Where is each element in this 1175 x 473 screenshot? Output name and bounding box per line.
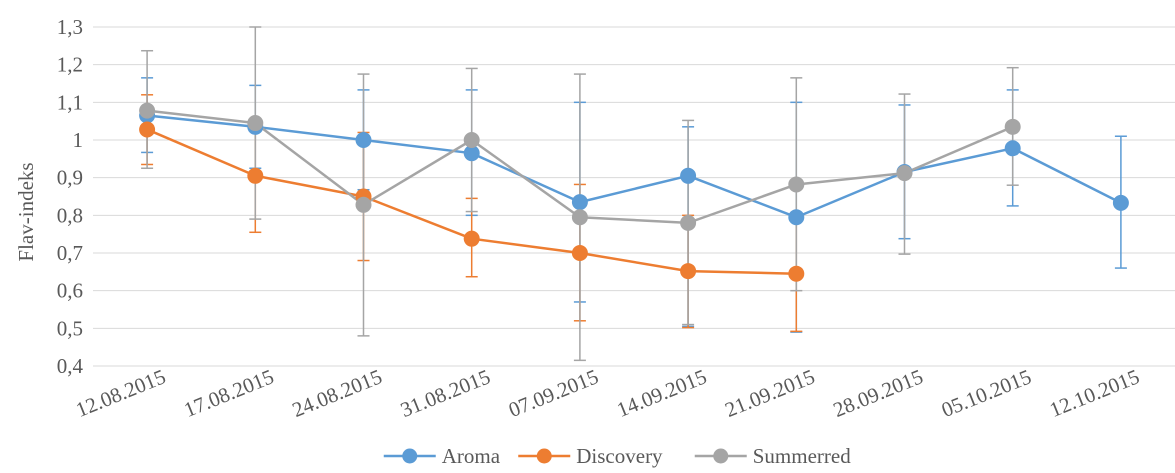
x-tick-label: 07.09.2015 bbox=[505, 364, 602, 422]
x-tick-label: 21.09.2015 bbox=[722, 364, 819, 422]
data-point-aroma bbox=[680, 167, 697, 184]
y-axis-title: Flav-indeks bbox=[14, 162, 38, 261]
legend-marker-discovery bbox=[536, 448, 552, 464]
legend: Aroma Discovery Summerred bbox=[383, 444, 851, 468]
x-axis-ticks: 12.08.2015 17.08.2015 24.08.2015 31.08.2015… bbox=[72, 364, 1142, 422]
legend-label-summerred: Summerred bbox=[753, 444, 851, 468]
data-point-summerred bbox=[896, 165, 913, 182]
legend-label-aroma: Aroma bbox=[442, 444, 501, 468]
data-point-aroma bbox=[355, 132, 372, 148]
gridlines bbox=[93, 26, 1175, 367]
x-tick-label: 14.09.2015 bbox=[613, 364, 710, 422]
data-point-summerred bbox=[463, 132, 480, 148]
x-tick-label: 28.09.2015 bbox=[830, 364, 927, 422]
data-point-summerred bbox=[355, 196, 372, 213]
x-tick-label: 31.08.2015 bbox=[397, 364, 494, 422]
data-point-summerred bbox=[139, 102, 156, 119]
y-axis-ticks: 0,4 0,5 0,6 0,7 0,8 0,9 1 1,1 1,2 1,3 bbox=[57, 15, 84, 378]
data-point-summerred bbox=[788, 176, 805, 193]
data-point-aroma bbox=[1112, 194, 1129, 211]
error-bars bbox=[141, 26, 1127, 362]
y-tick-label: 0,8 bbox=[57, 203, 83, 227]
y-tick-label: 1,1 bbox=[57, 90, 83, 114]
series-markers bbox=[139, 102, 1129, 282]
data-point-discovery bbox=[139, 121, 156, 138]
legend-label-discovery: Discovery bbox=[576, 444, 663, 468]
data-point-summerred bbox=[1004, 118, 1021, 135]
series-lines bbox=[146, 109, 1122, 275]
x-tick-label: 05.10.2015 bbox=[938, 364, 1035, 422]
x-tick-label: 12.10.2015 bbox=[1046, 364, 1143, 422]
x-tick-label: 12.08.2015 bbox=[72, 364, 169, 422]
legend-marker-aroma bbox=[402, 448, 418, 464]
data-point-discovery bbox=[571, 245, 588, 261]
data-point-summerred bbox=[680, 214, 697, 231]
data-point-aroma bbox=[571, 194, 588, 211]
data-point-discovery bbox=[247, 167, 264, 184]
data-point-discovery bbox=[788, 265, 805, 282]
y-tick-label: 0,7 bbox=[57, 241, 83, 265]
data-point-summerred bbox=[247, 115, 264, 132]
data-point-discovery bbox=[463, 230, 480, 247]
data-point-discovery bbox=[680, 263, 697, 280]
y-tick-label: 1 bbox=[73, 128, 84, 152]
data-point-aroma bbox=[1004, 140, 1021, 157]
data-point-summerred bbox=[571, 209, 588, 226]
x-tick-label: 24.08.2015 bbox=[289, 364, 386, 422]
y-tick-label: 1,3 bbox=[57, 15, 83, 39]
series-line-aroma bbox=[146, 114, 1122, 219]
y-tick-label: 0,6 bbox=[57, 279, 83, 303]
y-tick-label: 0,5 bbox=[57, 316, 83, 340]
legend-marker-summerred bbox=[713, 448, 729, 464]
data-point-aroma bbox=[788, 209, 805, 226]
y-tick-label: 0,4 bbox=[57, 354, 84, 378]
y-tick-label: 1,2 bbox=[57, 53, 83, 77]
y-tick-label: 0,9 bbox=[57, 166, 83, 190]
x-tick-label: 17.08.2015 bbox=[181, 364, 278, 422]
